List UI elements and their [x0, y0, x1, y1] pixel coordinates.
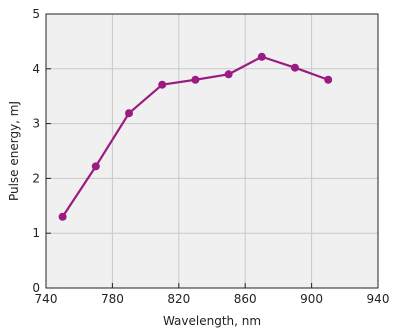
tick-labels: 740 780 820 860 900 940 0 1 2 3 4 5	[32, 7, 389, 306]
x-tick-label: 900	[300, 292, 323, 306]
y-tick-label: 2	[32, 171, 40, 185]
data-point	[224, 70, 233, 79]
data-series	[58, 52, 333, 221]
x-axis-title: Wavelength, nm	[163, 314, 261, 328]
x-tick-label: 860	[234, 292, 257, 306]
data-point	[324, 75, 333, 84]
y-tick-label: 5	[32, 7, 40, 21]
data-point	[58, 212, 67, 221]
y-tick-label: 3	[32, 117, 40, 131]
data-point	[257, 52, 266, 61]
x-tick-label: 940	[367, 292, 390, 306]
data-point	[191, 75, 200, 84]
data-point	[158, 80, 167, 89]
x-tick-label: 780	[101, 292, 124, 306]
axes	[45, 13, 379, 289]
y-tick-label: 1	[32, 226, 40, 240]
plot-frame	[45, 13, 379, 289]
data-point	[91, 162, 100, 171]
y-tick-label: 0	[32, 281, 40, 295]
x-tick-label: 740	[35, 292, 58, 306]
y-tick-label: 4	[32, 62, 40, 76]
plot-area	[46, 14, 378, 288]
x-tick-label: 820	[167, 292, 190, 306]
data-point	[291, 63, 299, 72]
data-point	[125, 109, 133, 118]
y-axis-title: Pulse energy, mJ	[7, 101, 21, 201]
